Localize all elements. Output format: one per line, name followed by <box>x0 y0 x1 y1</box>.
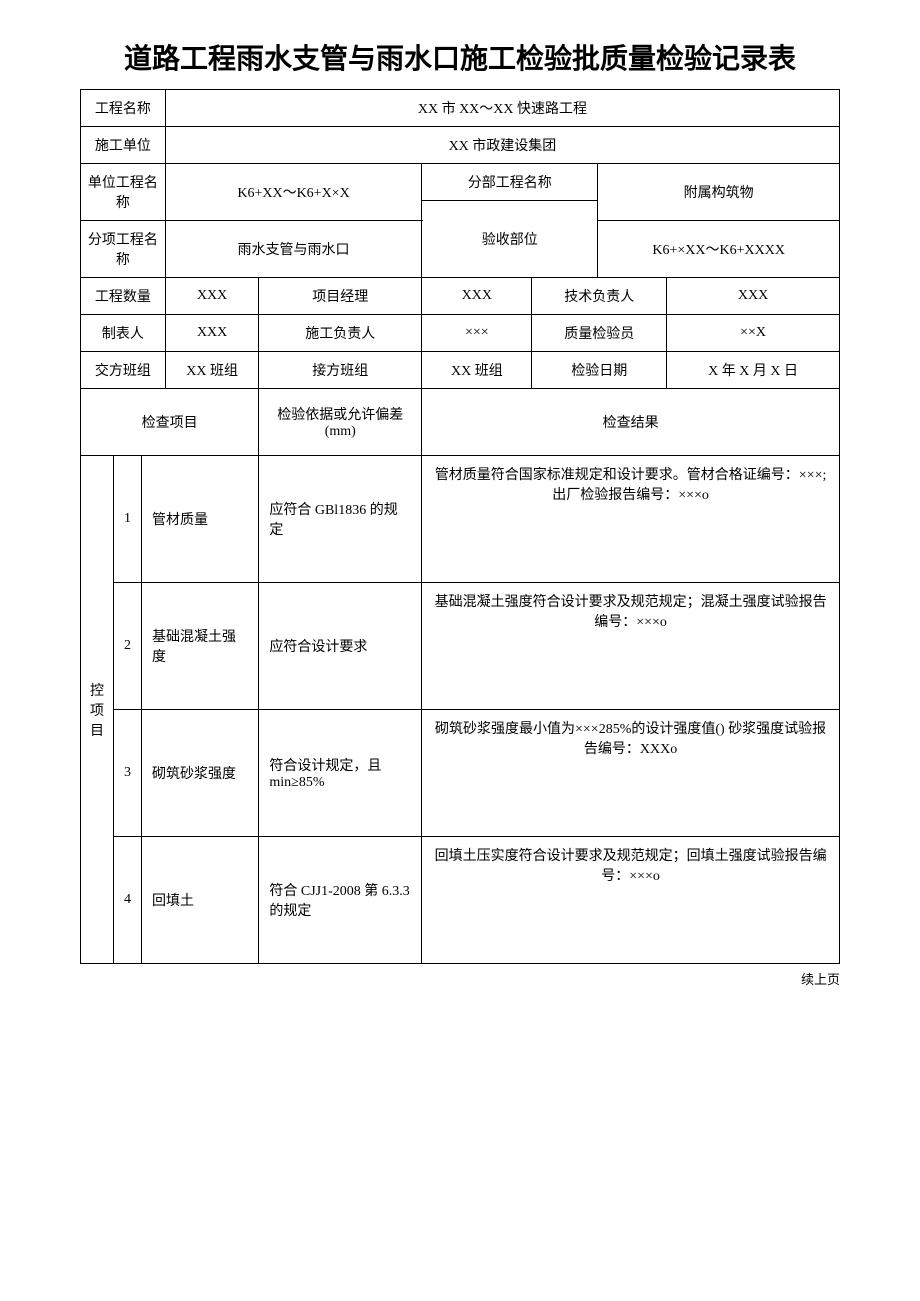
constr-head-value: ××× <box>422 315 532 352</box>
tech-head-label: 技术负责人 <box>532 278 667 315</box>
receive-team-value: XX 班组 <box>422 352 532 389</box>
unit-proj-value: K6+XX～K6+X×X <box>165 164 421 221</box>
row-basis: 符合 CJJ1-2008 第 6.3.3 的规定 <box>259 837 422 964</box>
row-item: 砌筑砂浆强度 <box>142 710 259 837</box>
check-item-header: 检查项目 <box>81 389 259 456</box>
deliver-team-value: XX 班组 <box>165 352 259 389</box>
footer-note: 续上页 <box>80 969 840 988</box>
proj-name-value: XX 市 XX～XX 快速路工程 <box>165 90 839 127</box>
basis-header: 检验依据或允许偏差 (mm) <box>259 389 422 456</box>
row-item: 基础混凝土强度 <box>142 583 259 710</box>
row-result: 管材质量符合国家标准规定和设计要求。管材合格证编号：×××;出厂检验报告编号：×… <box>422 456 840 583</box>
qty-label: 工程数量 <box>81 278 166 315</box>
div-proj-label: 分部工程名称 <box>422 164 598 201</box>
div-proj-value: 附属构筑物 <box>598 164 840 221</box>
tech-head-value: XXX <box>667 278 840 315</box>
group-label: 控项目 <box>81 456 114 964</box>
item-proj-value: 雨水支管与雨水口 <box>165 221 421 278</box>
check-date-label: 检验日期 <box>532 352 667 389</box>
constr-unit-value: XX 市政建设集团 <box>165 127 839 164</box>
qc-value: ××X <box>667 315 840 352</box>
row-result: 回填土压实度符合设计要求及规范规定；回填土强度试验报告编号：×××o <box>422 837 840 964</box>
pm-value: XXX <box>422 278 532 315</box>
constr-head-label: 施工负责人 <box>259 315 422 352</box>
receive-team-label: 接方班组 <box>259 352 422 389</box>
check-date-value: X 年 X 月 X 日 <box>667 352 840 389</box>
inspection-table: 工程名称 XX 市 XX～XX 快速路工程 施工单位 XX 市政建设集团 单位工… <box>80 89 840 964</box>
page-title: 道路工程雨水支管与雨水口施工检验批质量检验记录表 <box>80 40 840 79</box>
accept-part-label: 验收部位 <box>422 201 598 278</box>
row-result: 基础混凝土强度符合设计要求及规范规定；混凝土强度试验报告编号：×××o <box>422 583 840 710</box>
pm-label: 项目经理 <box>259 278 422 315</box>
deliver-team-label: 交方班组 <box>81 352 166 389</box>
result-header: 检查结果 <box>422 389 840 456</box>
unit-proj-label: 单位工程名称 <box>81 164 166 221</box>
row-basis: 符合设计规定，且 min≥85% <box>259 710 422 837</box>
qc-label: 质量检验员 <box>532 315 667 352</box>
proj-name-label: 工程名称 <box>81 90 166 127</box>
row-basis: 应符合 GBl1836 的规定 <box>259 456 422 583</box>
qty-value: XXX <box>165 278 259 315</box>
row-item: 管材质量 <box>142 456 259 583</box>
row-basis: 应符合设计要求 <box>259 583 422 710</box>
row-no: 3 <box>114 710 142 837</box>
row-result: 砌筑砂浆强度最小值为×××285%的设计强度值() 砂浆强度试验报告编号：XXX… <box>422 710 840 837</box>
row-no: 1 <box>114 456 142 583</box>
preparer-value: XXX <box>165 315 259 352</box>
preparer-label: 制表人 <box>81 315 166 352</box>
row-item: 回填土 <box>142 837 259 964</box>
constr-unit-label: 施工单位 <box>81 127 166 164</box>
accept-part-value: K6+×XX～K6+XXXX <box>598 221 840 278</box>
row-no: 2 <box>114 583 142 710</box>
item-proj-label: 分项工程名称 <box>81 221 166 278</box>
row-no: 4 <box>114 837 142 964</box>
